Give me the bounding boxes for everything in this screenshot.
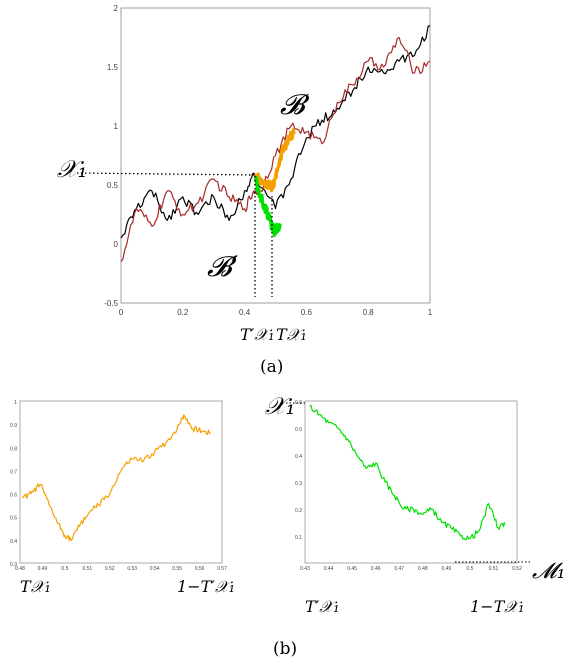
x1-label: 𝒳₁: [57, 155, 87, 183]
b2-x-tick-label: 0.48: [418, 566, 428, 572]
b2-series-0-line: [309, 404, 506, 541]
m1-label: 𝓜₁: [532, 559, 563, 584]
panel-b-right-plot: 0.43 0.44 0.45 0.46 0.47 0.48 0.49 0.5 0.51 0.52 0…: [295, 400, 522, 572]
a-x-tick-label: 0.4: [239, 308, 251, 317]
x1-dotted-guide: [76, 172, 256, 176]
b2-y-tick-label: 0.1: [295, 535, 302, 541]
b1-y-tick-label: 0.6: [10, 493, 17, 499]
t-prime-x1-label: T′𝒳₁: [240, 325, 274, 344]
panel-a-caption: (a): [260, 357, 283, 377]
t-x1-label: T𝒳₁: [276, 325, 307, 344]
b2-x-tick-label: 0.49: [441, 566, 451, 572]
b-right-x1-label: 𝒳₁: [265, 392, 295, 420]
b1-series-0-line: [21, 414, 211, 542]
panel-b-caption: (b): [273, 639, 297, 659]
a-y-tick-label: -0.5: [104, 299, 118, 308]
b1-y-tick-label: 0.9: [10, 423, 17, 429]
a-y-tick-label: 1.5: [107, 63, 119, 72]
a-y-tick-label: 1: [114, 122, 119, 131]
b2-y-tick-label: 0.6: [295, 400, 302, 406]
panel-b-left-plot: 0.48 0.49 0.5 0.51 0.52 0.53 0.54 0.55 0.56 0.570…: [10, 400, 227, 572]
b2-y-tick-label: 0.4: [295, 454, 302, 460]
b-prime-label: 𝓑′: [207, 250, 239, 283]
b-left-t-x1-label: T𝒳₁: [20, 577, 51, 596]
panel-a-plot: 0 0.2 0.4 0.6 0.8 1-0.500.511.52: [104, 4, 433, 317]
b1-x-tick-label: 0.48: [15, 566, 25, 572]
a-y-tick-label: 2: [114, 4, 119, 13]
b1-x-tick-label: 0.5: [61, 566, 68, 572]
a-x-tick-label: 0.2: [177, 308, 189, 317]
b2-y-tick-label: 0.2: [295, 508, 302, 514]
b1-x-tick-label: 0.49: [38, 566, 48, 572]
b1-x-tick-label: 0.51: [82, 566, 92, 572]
b1-y-tick-label: 0.3: [10, 562, 17, 568]
b2-x-tick-label: 0.44: [324, 566, 334, 572]
panel-b-right-axes-box: [304, 400, 518, 564]
a-series-3-line: [253, 176, 282, 237]
b2-y-tick-label: 0.5: [295, 427, 302, 433]
a-y-tick-label: 0.5: [107, 181, 119, 190]
b1-y-tick-label: 0.8: [10, 446, 17, 452]
a-x-tick-label: 1: [428, 308, 433, 317]
b-left-one-minus-t-prime-label: 1−T′𝒳₁: [177, 577, 235, 596]
a-x-tick-label: 0.8: [363, 308, 375, 317]
b1-x-tick-label: 0.54: [150, 566, 160, 572]
b1-x-tick-label: 0.57: [217, 566, 227, 572]
a-x-tick-label: 0: [119, 308, 124, 317]
b1-x-tick-label: 0.52: [105, 566, 115, 572]
b1-y-tick-label: 0.4: [10, 539, 17, 545]
panel-a-axes-box: [120, 7, 431, 304]
a-series-2-line: [253, 128, 296, 193]
b2-x-tick-label: 0.5: [466, 566, 473, 572]
b2-x-tick-label: 0.45: [347, 566, 357, 572]
b2-y-tick-label: 0.3: [295, 481, 302, 487]
b-right-t-prime-x1-label: T′𝒳₁: [305, 597, 339, 616]
a-x-tick-label: 0.6: [301, 308, 313, 317]
b2-x-tick-label: 0.43: [300, 566, 310, 572]
b1-y-tick-label: 0.7: [10, 469, 17, 475]
b2-x-tick-label: 0.46: [371, 566, 381, 572]
b2-x-tick-label: 0.52: [512, 566, 522, 572]
a-series-0-line: [120, 25, 431, 239]
b1-x-tick-label: 0.56: [195, 566, 205, 572]
b1-y-tick-label: 1: [14, 400, 17, 406]
b-label: 𝓑: [280, 88, 310, 121]
a-series-1-line: [120, 36, 431, 263]
b1-y-tick-label: 0.5: [10, 516, 17, 522]
b-right-one-minus-t-label: 1−T𝒳₁: [470, 597, 524, 616]
panel-b-left-axes-box: [19, 400, 223, 564]
b2-x-tick-label: 0.47: [394, 566, 404, 572]
b1-x-tick-label: 0.55: [172, 566, 182, 572]
a-y-tick-label: 0: [114, 240, 119, 249]
b1-x-tick-label: 0.53: [127, 566, 137, 572]
b2-x-tick-label: 0.51: [489, 566, 499, 572]
